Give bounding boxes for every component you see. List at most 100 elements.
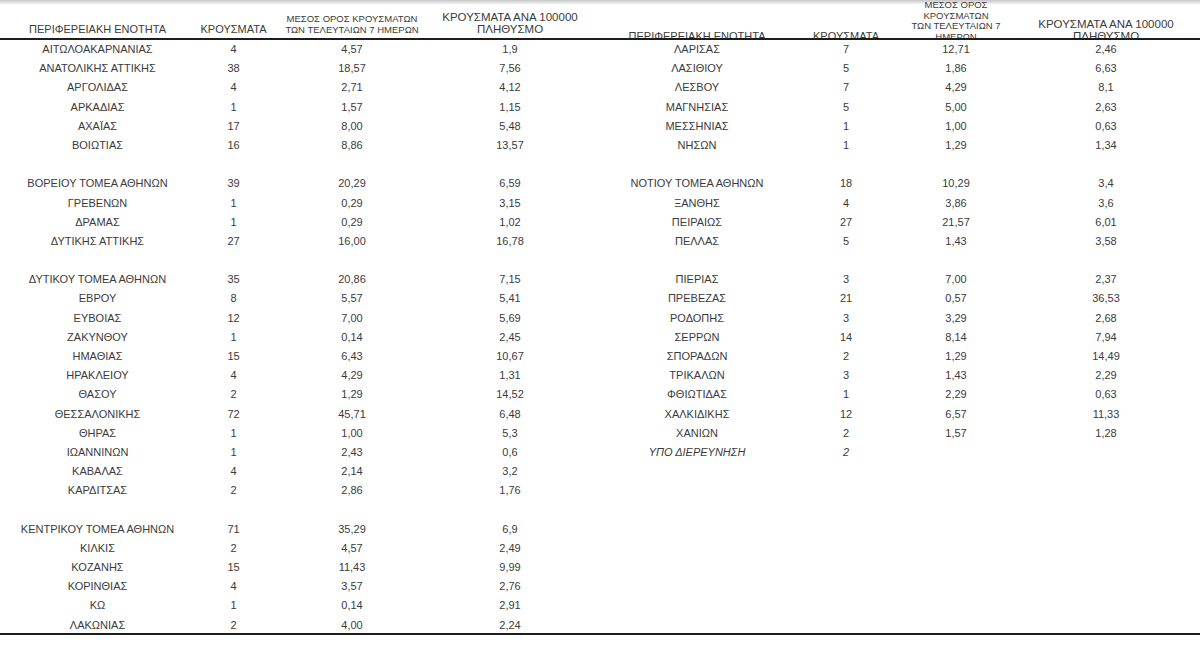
avg7-cell: 3,57 <box>272 577 432 596</box>
table-row: ΙΩΑΝΝΙΝΩΝ12,430,6 <box>0 443 588 462</box>
column-header-per100k: ΚΡΟΥΣΜΑΤΑ ΑΝΑ 100000 ΠΛΗΘΥΣΜΟ <box>432 11 588 35</box>
cases-cell: 1 <box>195 424 272 443</box>
per100k-cell: 2,46 <box>1012 40 1200 59</box>
region-cell: ΔΡΑΜΑΣ <box>0 213 195 232</box>
region-cell: ΠΕΛΛΑΣ <box>602 232 792 251</box>
avg7-cell: 3,86 <box>900 194 1012 213</box>
column-header-line: ΤΩΝ ΤΕΛΕΥΤΑΙΩΝ 7 ΗΜΕΡΩΝ <box>272 25 432 36</box>
avg7-cell <box>900 596 1012 615</box>
cases-cell: 5 <box>792 59 900 78</box>
table-row: ΝΗΣΩΝ11,291,34 <box>602 136 1200 155</box>
avg7-cell <box>900 481 1012 500</box>
per100k-cell <box>1012 616 1200 635</box>
avg7-cell: 10,29 <box>900 174 1012 193</box>
avg7-cell: 1,00 <box>900 117 1012 136</box>
per100k-cell: 6,9 <box>432 520 588 539</box>
avg7-cell: 8,00 <box>272 117 432 136</box>
covid-regional-cases-table-page: ΠΕΡΙΦΕΡΕΙΑΚΗ ΕΝΟΤΗΤΑ ΚΡΟΥΣΜΑΤΑ ΜΕΣΟΣ ΟΡΟ… <box>0 0 1200 650</box>
table-body-right: ΛΑΡΙΣΑΣ712,712,46ΛΑΣΙΘΙΟΥ51,866,63ΛΕΣΒΟΥ… <box>602 40 1200 635</box>
cases-cell <box>792 462 900 481</box>
avg7-cell <box>900 155 1012 174</box>
table-row: ΘΕΣΣΑΛΟΝΙΚΗΣ7245,716,48 <box>0 405 588 424</box>
region-cell: ΔΥΤΙΚΟΥ ΤΟΜΕΑ ΑΘΗΝΩΝ <box>0 270 195 289</box>
region-cell <box>0 501 195 520</box>
per100k-cell: 2,76 <box>432 577 588 596</box>
region-cell: ΒΟΡΕΙΟΥ ΤΟΜΕΑ ΑΘΗΝΩΝ <box>0 174 195 193</box>
table-row: ΧΑΛΚΙΔΙΚΗΣ126,5711,33 <box>602 405 1200 424</box>
cases-cell <box>195 251 272 270</box>
per100k-cell <box>1012 251 1200 270</box>
table-row: ΞΑΝΘΗΣ43,863,6 <box>602 194 1200 213</box>
column-header-region: ΠΕΡΙΦΕΡΕΙΑΚΗ ΕΝΟΤΗΤΑ <box>0 23 195 35</box>
table-row: ΠΡΕΒΕΖΑΣ210,5736,53 <box>602 289 1200 308</box>
cases-cell: 4 <box>195 40 272 59</box>
avg7-cell: 1,29 <box>900 136 1012 155</box>
avg7-cell <box>900 616 1012 635</box>
avg7-cell: 16,00 <box>272 232 432 251</box>
cases-cell: 12 <box>195 309 272 328</box>
avg7-cell: 1,29 <box>900 347 1012 366</box>
per100k-cell: 8,1 <box>1012 78 1200 97</box>
table-row: ΠΕΛΛΑΣ51,433,58 <box>602 232 1200 251</box>
per100k-cell: 36,53 <box>1012 289 1200 308</box>
table-row: ΑΡΚΑΔΙΑΣ11,571,15 <box>0 98 588 117</box>
per100k-cell: 13,57 <box>432 136 588 155</box>
table-row: ΚΩ10,142,91 <box>0 596 588 615</box>
table-row-spacer <box>0 501 588 520</box>
avg7-cell: 2,86 <box>272 481 432 500</box>
table-row: ΥΠΟ ΔΙΕΡΕΥΝΗΣΗ2 <box>602 443 1200 462</box>
region-cell: ΒΟΙΩΤΙΑΣ <box>0 136 195 155</box>
avg7-cell: 1,29 <box>272 385 432 404</box>
region-cell: ΗΡΑΚΛΕΙΟΥ <box>0 366 195 385</box>
cases-cell <box>792 501 900 520</box>
table-row: ΗΡΑΚΛΕΙΟΥ44,291,31 <box>0 366 588 385</box>
table-row-spacer <box>602 501 1200 520</box>
cases-cell <box>792 481 900 500</box>
table-row: ΕΥΒΟΙΑΣ127,005,69 <box>0 309 588 328</box>
per100k-cell: 2,63 <box>1012 98 1200 117</box>
region-cell: ΑΧΑΪΑΣ <box>0 117 195 136</box>
cases-cell: 1 <box>195 98 272 117</box>
cases-cell: 1 <box>792 385 900 404</box>
per100k-cell <box>432 501 588 520</box>
region-cell: ΚΕΝΤΡΙΚΟΥ ΤΟΜΕΑ ΑΘΗΝΩΝ <box>0 520 195 539</box>
cases-cell: 2 <box>792 424 900 443</box>
cases-cell: 14 <box>792 328 900 347</box>
cases-cell <box>792 155 900 174</box>
region-cell: ΘΑΣΟΥ <box>0 385 195 404</box>
avg7-cell <box>900 501 1012 520</box>
avg7-cell: 1,43 <box>900 366 1012 385</box>
cases-cell: 4 <box>195 577 272 596</box>
column-header-line: ΠΛΗΘΥΣΜΟ <box>432 23 588 35</box>
table-row: ΚΑΒΑΛΑΣ42,143,2 <box>0 462 588 481</box>
avg7-cell <box>272 501 432 520</box>
per100k-cell <box>1012 443 1200 462</box>
cases-cell: 1 <box>195 443 272 462</box>
cases-cell <box>792 616 900 635</box>
region-cell: ΜΑΓΝΗΣΙΑΣ <box>602 98 792 117</box>
table-row: ΑΡΓΟΛΙΔΑΣ42,714,12 <box>0 78 588 97</box>
table-row-spacer <box>602 616 1200 635</box>
table-row: ΦΘΙΩΤΙΔΑΣ12,290,63 <box>602 385 1200 404</box>
table-row: ΚΕΝΤΡΙΚΟΥ ΤΟΜΕΑ ΑΘΗΝΩΝ7135,296,9 <box>0 520 588 539</box>
region-cell <box>602 616 792 635</box>
avg7-cell: 0,14 <box>272 596 432 615</box>
table-row: ΚΙΛΚΙΣ24,572,49 <box>0 539 588 558</box>
column-header-line: ΚΡΟΥΣΜΑΤΑ <box>195 23 272 35</box>
cases-cell <box>195 501 272 520</box>
avg7-cell: 4,57 <box>272 539 432 558</box>
column-header-line: ΠΕΡΙΦΕΡΕΙΑΚΗ ΕΝΟΤΗΤΑ <box>0 23 195 35</box>
per100k-cell <box>432 251 588 270</box>
column-header-avg7: ΜΕΣΟΣ ΟΡΟΣ ΚΡΟΥΣΜΑΤΩΝ ΤΩΝ ΤΕΛΕΥΤΑΙΩΝ 7 Η… <box>900 0 1012 42</box>
region-cell <box>602 501 792 520</box>
per100k-cell: 3,15 <box>432 194 588 213</box>
table-row-spacer <box>602 481 1200 500</box>
per100k-cell: 1,76 <box>432 481 588 500</box>
region-cell: ΛΑΚΩΝΙΑΣ <box>0 616 195 635</box>
per100k-cell <box>1012 577 1200 596</box>
table-row-spacer <box>602 577 1200 596</box>
avg7-cell: 5,57 <box>272 289 432 308</box>
avg7-cell: 8,14 <box>900 328 1012 347</box>
cases-cell <box>792 539 900 558</box>
cases-cell: 2 <box>195 616 272 635</box>
